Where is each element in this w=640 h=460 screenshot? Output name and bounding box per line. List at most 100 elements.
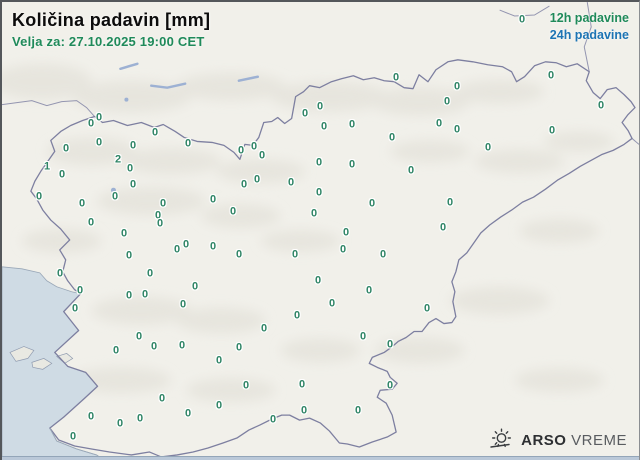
station-value: 0: [35, 190, 43, 203]
legend-toggle-24h[interactable]: 24h padavine: [549, 28, 629, 42]
station-value: 0: [320, 120, 328, 133]
station-value: 2: [114, 153, 122, 166]
station-value: 0: [71, 302, 79, 315]
station-value: 0: [235, 341, 243, 354]
valid-time-subtitle: Velja za: 27.10.2025 19:00 CET: [12, 34, 205, 49]
station-value: 0: [156, 217, 164, 230]
station-value: 0: [359, 330, 367, 343]
station-value: 0: [151, 126, 159, 139]
sun-icon: [490, 428, 512, 448]
station-value: 0: [76, 284, 84, 297]
brand-product: VREME: [571, 431, 627, 449]
neighbor-borders: [2, 2, 639, 145]
station-value: 0: [328, 297, 336, 310]
station-value: 0: [178, 339, 186, 352]
station-value: 0: [301, 107, 309, 120]
station-value: 0: [368, 197, 376, 210]
station-value: 0: [453, 80, 461, 93]
station-value: 0: [69, 430, 77, 443]
bottom-accent-bar: [2, 456, 639, 460]
station-value: 0: [439, 221, 447, 234]
station-value: 0: [314, 274, 322, 287]
station-value: 0: [258, 149, 266, 162]
station-value: 0: [184, 407, 192, 420]
station-value: 0: [269, 413, 277, 426]
station-value: 0: [229, 205, 237, 218]
station-value: 0: [315, 156, 323, 169]
station-value: 0: [136, 412, 144, 425]
station-value: 0: [129, 139, 137, 152]
station-value: 0: [112, 344, 120, 357]
station-value: 0: [209, 193, 217, 206]
station-value: 0: [116, 417, 124, 430]
station-value: 0: [293, 309, 301, 322]
station-value: 0: [342, 226, 350, 239]
station-value: 0: [310, 207, 318, 220]
station-value: 0: [111, 190, 119, 203]
station-value: 0: [215, 399, 223, 412]
station-value: 0: [125, 249, 133, 262]
legend-toggle-12h[interactable]: 12h padavine: [549, 11, 629, 25]
station-value: 0: [179, 298, 187, 311]
station-value: 0: [154, 209, 162, 222]
page-title: Količina padavin [mm]: [12, 10, 211, 30]
station-value: 0: [446, 196, 454, 209]
station-value: 0: [135, 330, 143, 343]
station-value: 0: [250, 140, 258, 153]
station-value: 0: [443, 95, 451, 108]
station-value: 0: [159, 197, 167, 210]
station-value: 0: [392, 71, 400, 84]
station-value: 0: [125, 289, 133, 302]
station-value: 0: [182, 238, 190, 251]
station-value: 0: [291, 248, 299, 261]
station-value: 0: [386, 379, 394, 392]
station-value: 0: [191, 280, 199, 293]
slovenia-border: [30, 59, 636, 458]
station-value: 0: [365, 284, 373, 297]
station-value: 0: [126, 162, 134, 175]
station-value: 0: [173, 243, 181, 256]
station-value: 0: [518, 13, 526, 26]
lakes: [119, 62, 260, 89]
station-value: 0: [58, 168, 66, 181]
station-value: 0: [354, 404, 362, 417]
station-value: 0: [235, 248, 243, 261]
station-value: 0: [316, 100, 324, 113]
station-value: 0: [237, 144, 245, 157]
station-value: 0: [78, 197, 86, 210]
arso-vreme-logo: ARSO VREME: [488, 428, 627, 452]
station-value: 0: [87, 117, 95, 130]
station-value: 0: [242, 379, 250, 392]
station-value: 0: [547, 69, 555, 82]
brand-agency: ARSO: [521, 431, 567, 449]
station-value: 0: [379, 248, 387, 261]
station-value: 0: [386, 338, 394, 351]
station-value: 0: [215, 354, 223, 367]
station-value: 0: [435, 117, 443, 130]
station-value: 0: [484, 141, 492, 154]
header: Količina padavin [mm] Velja za: 27.10.20…: [12, 10, 210, 49]
lake-bled: [110, 187, 116, 193]
station-value: 0: [158, 392, 166, 405]
station-value: 0: [62, 142, 70, 155]
lake-small: [124, 97, 129, 102]
station-value: 0: [253, 173, 261, 186]
station-value: 0: [95, 136, 103, 149]
station-value: 0: [120, 227, 128, 240]
station-value: 0: [87, 216, 95, 229]
station-value: 0: [129, 178, 137, 191]
lagoon-islets: [9, 346, 74, 370]
station-value: 0: [388, 131, 396, 144]
station-value: 0: [407, 164, 415, 177]
station-value: 0: [423, 302, 431, 315]
station-value: 0: [141, 288, 149, 301]
precipitation-period-legend: 12h padavine 24h padavine: [550, 10, 629, 44]
station-value: 0: [298, 378, 306, 391]
station-value: 0: [300, 404, 308, 417]
station-value: 0: [95, 111, 103, 124]
station-value: 0: [184, 137, 192, 150]
station-value: 0: [146, 267, 154, 280]
station-value: 0: [150, 340, 158, 353]
